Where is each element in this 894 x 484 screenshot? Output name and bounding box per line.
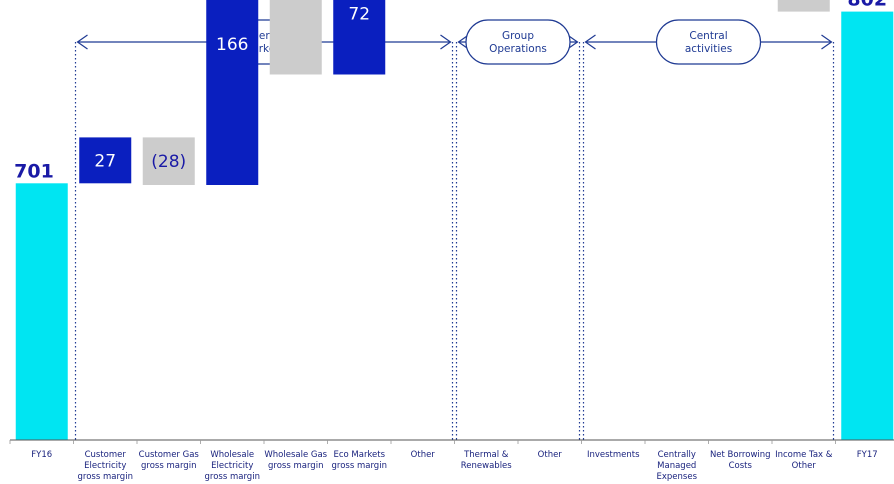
- category-label-8: Other: [538, 450, 563, 460]
- category-label-1: Customer Electricity gross margin: [78, 450, 133, 482]
- bar-5: [333, 0, 386, 75]
- data-label-13: 802: [847, 0, 887, 11]
- category-label-5: Eco Markets gross margin: [332, 450, 387, 471]
- data-label-5: 72: [348, 4, 370, 24]
- bar-2: [142, 137, 195, 185]
- bar-3: [206, 0, 259, 186]
- category-label-10: Centrally Managed Expenses: [657, 450, 698, 482]
- group-label-box-1: [465, 19, 571, 65]
- category-label-9: Investments: [587, 450, 640, 460]
- category-label-13: FY17: [857, 450, 878, 460]
- arrowhead-left-1: [457, 34, 469, 50]
- arrowhead-right-0: [440, 34, 452, 50]
- category-label-4: Wholesale Gas gross margin: [264, 450, 327, 471]
- group-label-2: Central activities: [685, 30, 732, 55]
- x-axis: FY16 Customer Electricity gross margin Custo…: [9, 439, 894, 482]
- arrowhead-left-2: [584, 34, 596, 50]
- category-label-3: Wholesale Electricity gross margin: [205, 450, 260, 482]
- bar-1: [79, 137, 132, 184]
- arrowhead-right-1: [567, 34, 579, 50]
- data-label-3: 166: [216, 35, 248, 55]
- bar-0: [15, 183, 68, 441]
- category-label-7: Thermal & Renewables: [461, 450, 513, 471]
- data-label-1: 27: [94, 151, 116, 171]
- group-label-box-2: [655, 19, 762, 65]
- arrowhead-left-0: [76, 34, 88, 50]
- group-label-1: Group Operations: [489, 30, 547, 55]
- bar-4: [269, 0, 322, 75]
- arrowhead-right-2: [821, 34, 833, 50]
- bar-13: [841, 11, 894, 440]
- category-label-11: Net Borrowing Costs: [710, 450, 771, 471]
- bar-12: [777, 0, 830, 12]
- category-label-6: Other: [411, 450, 436, 460]
- category-label-2: Customer Gas gross margin: [139, 450, 200, 471]
- data-label-2: (28): [151, 152, 186, 172]
- category-label-12: Income Tax & Other: [775, 450, 833, 471]
- category-label-0: FY16: [31, 450, 52, 460]
- data-label-0: 701: [14, 160, 54, 182]
